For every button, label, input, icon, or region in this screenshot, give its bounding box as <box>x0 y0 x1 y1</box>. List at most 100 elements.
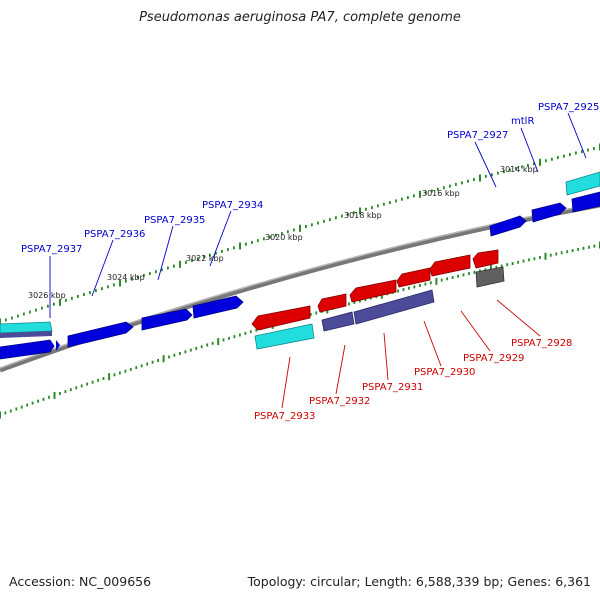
gene-label[interactable]: PSPA7_2936 <box>84 229 145 240</box>
reverse-labels: PSPA7_2933 PSPA7_2932 PSPA7_2931 PSPA7_2… <box>254 338 572 422</box>
feature-other-2931[interactable] <box>353 289 435 325</box>
ruler-tick <box>485 174 487 178</box>
gene-label[interactable]: PSPA7_2931 <box>362 382 423 393</box>
ruler-tick <box>125 279 127 283</box>
feature-other-left[interactable] <box>0 331 52 338</box>
gene-pspa7-2936[interactable] <box>67 321 134 348</box>
gene-label[interactable]: PSPA7_2933 <box>254 411 315 422</box>
ruler-tick <box>364 298 367 301</box>
gene-pspa7-2937[interactable] <box>0 339 55 360</box>
ruler-tick <box>413 285 416 289</box>
ruler-tick <box>353 211 355 215</box>
ruler-tick <box>59 298 61 306</box>
ruler-tick <box>407 196 409 200</box>
feature-other-2928[interactable] <box>475 266 505 288</box>
ruler-tick <box>315 311 318 315</box>
gene-pspa7-2931[interactable] <box>349 279 397 303</box>
map-title: Pseudomonas aeruginosa PA7, complete gen… <box>139 10 461 25</box>
gene-label[interactable]: PSPA7_2932 <box>309 396 370 407</box>
gene-pspa7-2930[interactable] <box>396 267 431 288</box>
leader-lines <box>49 112 587 409</box>
ruler-tick <box>435 277 438 285</box>
ruler-tick <box>449 184 451 188</box>
gene-label[interactable]: PSPA7_2935 <box>144 215 205 226</box>
feature-rna-2933[interactable] <box>254 323 315 350</box>
gene-label[interactable]: PSPA7_2929 <box>463 353 524 364</box>
ruler-label: 3016 kbp <box>422 189 460 198</box>
gene-pspa7-2937b[interactable] <box>56 340 60 351</box>
ruler-tick <box>455 182 457 186</box>
ruler-tick <box>179 352 181 355</box>
ruler-tick <box>173 264 175 268</box>
gene-mtlr[interactable] <box>531 202 567 223</box>
ruler-tick <box>311 223 313 227</box>
ruler-tick <box>489 265 492 272</box>
ruler-tick <box>124 369 127 373</box>
ruler-tick <box>233 246 235 250</box>
ruler-tick <box>269 235 271 239</box>
ruler-tick <box>95 289 97 293</box>
gene-pspa7-2925[interactable] <box>571 191 600 213</box>
ruler-tick <box>467 179 469 183</box>
ruler-tick <box>5 318 7 322</box>
gene-pspa7-2929[interactable] <box>429 254 471 277</box>
ruler-tick <box>461 181 463 185</box>
summary-text: Topology: circular; Length: 6,588,339 bp… <box>247 574 591 589</box>
ruler-tick <box>293 228 295 232</box>
ruler-tick <box>35 308 37 312</box>
feature-other-2932[interactable] <box>321 311 355 332</box>
ruler-tick <box>425 191 427 195</box>
ruler-tick <box>209 253 211 257</box>
ruler-tick <box>233 335 236 339</box>
ruler-tick <box>217 338 220 346</box>
ruler-tick <box>544 252 547 260</box>
ruler-tick <box>53 302 55 306</box>
ruler-tick <box>146 362 149 366</box>
ruler-tick <box>131 277 133 281</box>
ruler-tick <box>195 346 198 350</box>
gene-label[interactable]: PSPA7_2937 <box>21 244 82 255</box>
ruler-tick <box>168 355 170 359</box>
ruler-tick <box>509 168 511 172</box>
ruler-tick <box>31 401 34 405</box>
ruler-tick <box>206 343 209 347</box>
ruler-tick <box>26 403 29 407</box>
ruler-tick <box>484 268 487 272</box>
gene-label[interactable]: PSPA7_2930 <box>414 367 475 378</box>
gene-pspa7-2935[interactable] <box>141 308 193 331</box>
gene-pspa7-2928[interactable] <box>472 249 499 269</box>
ruler-tick <box>75 386 78 390</box>
gene-label[interactable]: PSPA7_2927 <box>447 130 508 141</box>
gene-label[interactable]: mtlR <box>511 116 534 127</box>
ruler-tick <box>108 373 111 381</box>
gene-pspa7-2934[interactable] <box>192 295 244 319</box>
ruler-tick <box>251 240 253 244</box>
ruler-tick <box>249 330 252 334</box>
ruler-tick <box>23 312 25 316</box>
ruler-tick <box>335 216 337 220</box>
ruler-tick <box>41 306 43 310</box>
feature-rna-right[interactable] <box>565 171 600 196</box>
ruler-tick <box>140 364 143 368</box>
ruler-tick <box>239 333 241 337</box>
ruler-tick <box>429 281 432 285</box>
ruler-tick <box>497 171 499 175</box>
leader-line <box>567 112 587 159</box>
ruler-tick <box>203 255 205 259</box>
ruler-tick <box>48 395 50 399</box>
gene-label[interactable]: PSPA7_2925 <box>538 102 599 113</box>
gene-pspa7-2933[interactable] <box>251 305 311 331</box>
ruler-tick <box>17 314 19 318</box>
ruler-labels: 3026 kbp 3024 kbp 3022 kbp 3020 kbp 3018… <box>28 165 538 300</box>
ruler-tick <box>341 214 343 218</box>
gene-pspa7-2927[interactable] <box>489 215 527 237</box>
gene-label[interactable]: PSPA7_2928 <box>511 338 572 349</box>
gene-pspa7-2932[interactable] <box>317 293 347 313</box>
ruler-tick <box>581 150 583 153</box>
ruler-tick <box>528 258 530 262</box>
ruler-tick <box>317 221 319 225</box>
ruler-tick <box>173 353 176 357</box>
gene-label[interactable]: PSPA7_2934 <box>202 200 263 211</box>
ruler-tick <box>305 225 307 228</box>
